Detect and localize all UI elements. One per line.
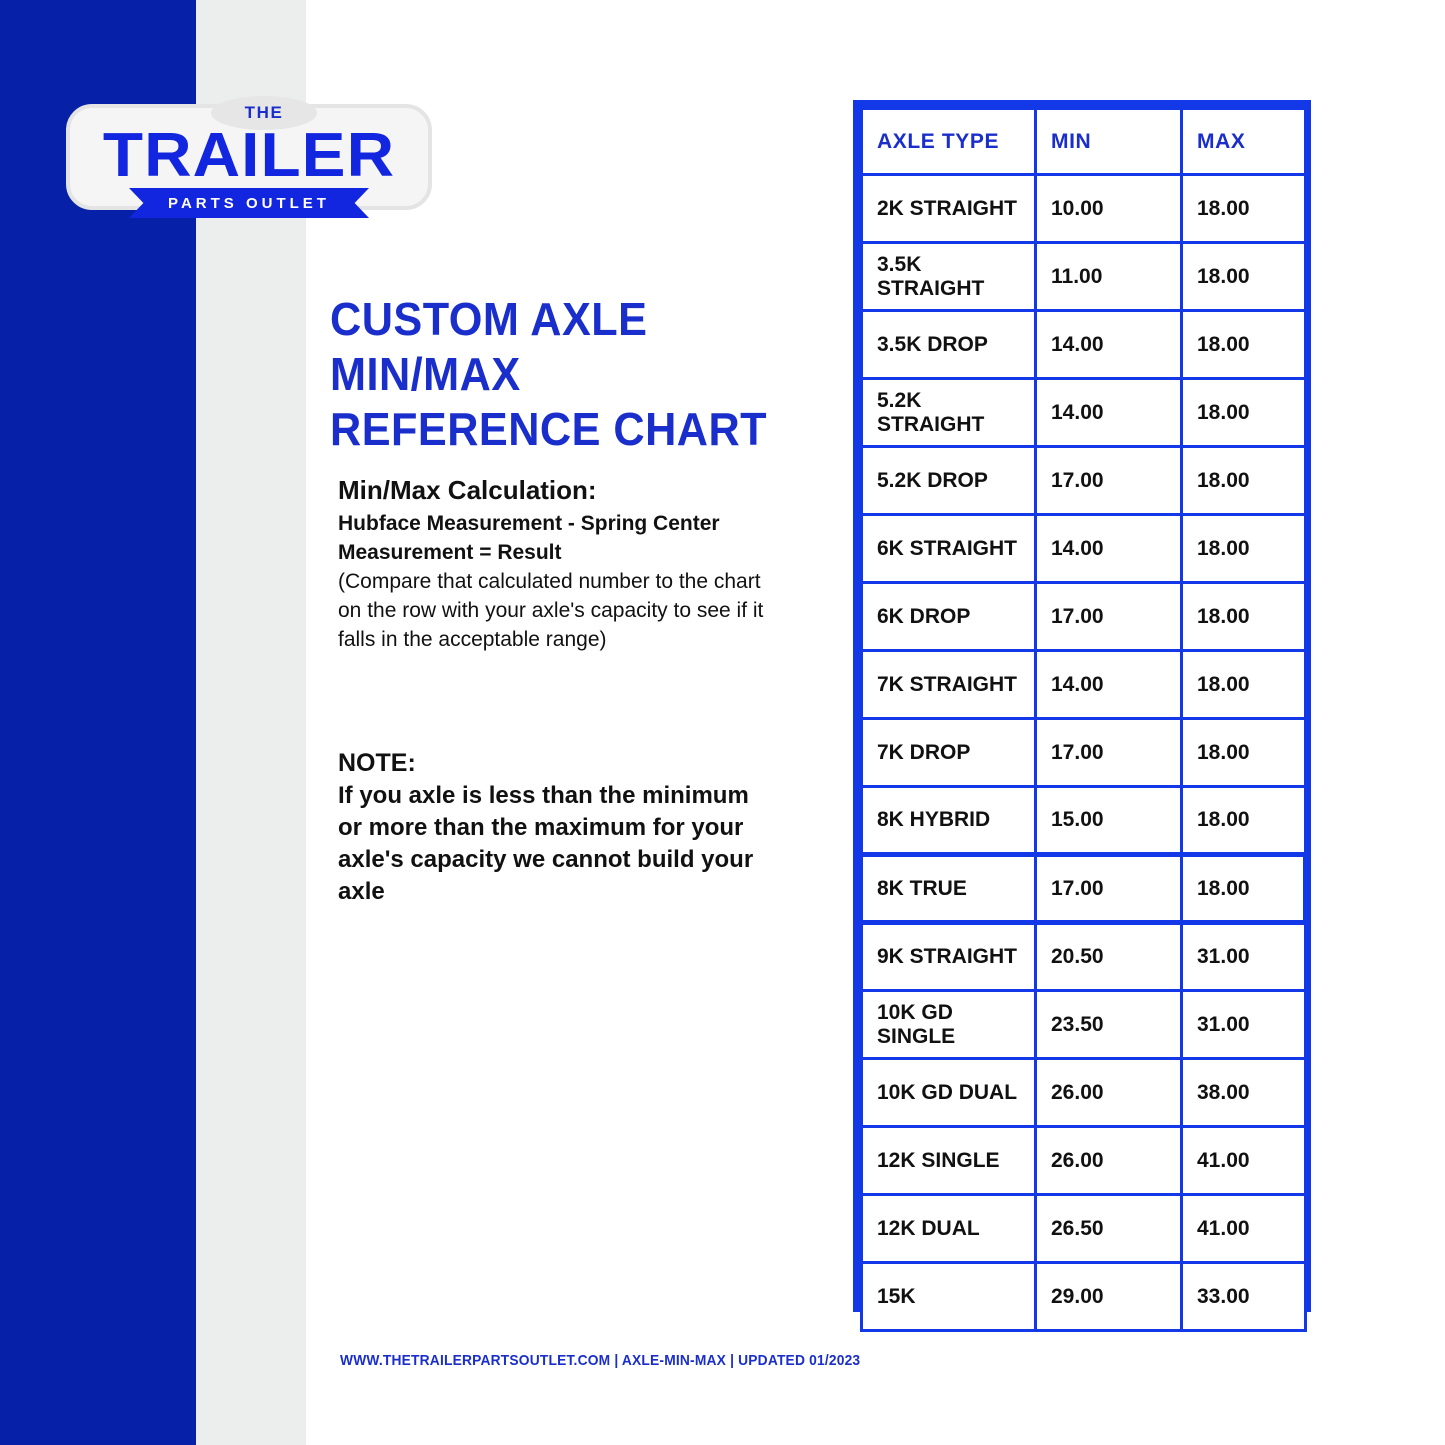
cell-axle-type: 5.2K STRAIGHT <box>860 377 1037 448</box>
cell-max: 41.00 <box>1180 1125 1307 1196</box>
cell-min: 15.00 <box>1034 785 1183 856</box>
cell-min: 17.00 <box>1034 581 1183 652</box>
cell-min: 10.00 <box>1034 173 1183 244</box>
cell-axle-type: 7K STRAIGHT <box>860 649 1037 720</box>
axle-reference-table-wrapper: AXLE TYPE MIN MAX 2K STRAIGHT 10.00 18.00 3… <box>853 100 1311 1332</box>
cell-min: 11.00 <box>1034 241 1183 312</box>
cell-min: 23.50 <box>1034 989 1183 1060</box>
cell-axle-type: 6K STRAIGHT <box>860 513 1037 584</box>
cell-min: 14.00 <box>1034 649 1183 720</box>
cell-axle-type: 8K HYBRID <box>860 785 1037 856</box>
cell-min: 17.00 <box>1034 852 1183 925</box>
footer-text: WWW.THETRAILERPARTSOUTLET.COM | AXLE-MIN… <box>340 1352 861 1369</box>
table-body: 2K STRAIGHT 10.00 18.00 3.5K STRAIGHT 11.00 1… <box>860 173 1308 1332</box>
cell-min: 26.50 <box>1034 1193 1183 1264</box>
cell-max: 18.00 <box>1180 309 1307 380</box>
table-header-row: AXLE TYPE MIN MAX <box>860 107 1307 176</box>
table-row: 8K HYBRID 15.00 18.00 <box>860 785 1307 856</box>
cell-max: 33.00 <box>1180 1261 1307 1332</box>
table-row: 5.2K STRAIGHT 14.00 18.00 <box>860 377 1307 448</box>
cell-max: 18.00 <box>1180 581 1307 652</box>
cell-axle-type: 5.2K DROP <box>860 445 1037 516</box>
table-row: 3.5K DROP 14.00 18.00 <box>860 309 1307 380</box>
logo-the-text: THE <box>244 103 284 122</box>
cell-max: 18.00 <box>1180 852 1308 925</box>
table-row: 8K TRUE 17.00 18.00 <box>860 852 1308 925</box>
cell-axle-type: 10K GD DUAL <box>860 1057 1037 1128</box>
cell-axle-type: 15K <box>860 1261 1037 1332</box>
calculation-block: Min/Max Calculation: Hubface Measurement… <box>338 474 788 654</box>
table-row: 6K DROP 17.00 18.00 <box>860 581 1307 652</box>
column-header-max: MAX <box>1180 107 1307 176</box>
axle-reference-table: AXLE TYPE MIN MAX 2K STRAIGHT 10.00 18.00 3… <box>860 107 1308 1332</box>
left-blue-band <box>0 0 196 1445</box>
cell-min: 17.00 <box>1034 717 1183 788</box>
table-row: 7K STRAIGHT 14.00 18.00 <box>860 649 1307 720</box>
cell-min: 26.00 <box>1034 1057 1183 1128</box>
cell-max: 18.00 <box>1180 717 1307 788</box>
cell-min: 14.00 <box>1034 377 1183 448</box>
column-header-min: MIN <box>1034 107 1183 176</box>
table-row: 15K 29.00 33.00 <box>860 1261 1307 1332</box>
cell-min: 17.00 <box>1034 445 1183 516</box>
cell-axle-type: 2K STRAIGHT <box>860 173 1037 244</box>
table-row: 9K STRAIGHT 20.50 31.00 <box>860 921 1307 992</box>
page-title: CUSTOM AXLE MIN/MAX REFERENCE CHART <box>330 293 768 455</box>
cell-axle-type: 9K STRAIGHT <box>860 921 1037 992</box>
table-row: 10K GD DUAL 26.00 38.00 <box>860 1057 1307 1128</box>
cell-min: 29.00 <box>1034 1261 1183 1332</box>
table-header: AXLE TYPE MIN MAX <box>860 107 1307 176</box>
calculation-note: (Compare that calculated number to the c… <box>338 570 764 651</box>
cell-max: 18.00 <box>1180 649 1307 720</box>
cell-max: 18.00 <box>1180 241 1307 312</box>
table-row: 12K DUAL 26.50 41.00 <box>860 1193 1307 1264</box>
note-heading: NOTE: <box>338 749 416 777</box>
cell-max: 18.00 <box>1180 173 1307 244</box>
table-row: 7K DROP 17.00 18.00 <box>860 717 1307 788</box>
table-row: 3.5K STRAIGHT 11.00 18.00 <box>860 241 1307 312</box>
cell-axle-type: 7K DROP <box>860 717 1037 788</box>
cell-max: 18.00 <box>1180 513 1307 584</box>
cell-max: 18.00 <box>1180 785 1307 856</box>
brand-logo: THE TRAILER PARTS OUTLET <box>66 96 432 218</box>
cell-max: 18.00 <box>1180 377 1307 448</box>
cell-axle-type: 10K GD SINGLE <box>860 989 1037 1060</box>
cell-min: 14.00 <box>1034 309 1183 380</box>
table-row: 2K STRAIGHT 10.00 18.00 <box>860 173 1307 244</box>
cell-axle-type: 3.5K DROP <box>860 309 1037 380</box>
cell-axle-type: 12K DUAL <box>860 1193 1037 1264</box>
table-row: 12K SINGLE 26.00 41.00 <box>860 1125 1307 1196</box>
cell-min: 20.50 <box>1034 921 1183 992</box>
left-gray-band <box>196 0 306 1445</box>
column-header-axle-type: AXLE TYPE <box>860 107 1037 176</box>
note-body: If you axle is less than the minimum or … <box>338 782 754 905</box>
table-row: 10K GD SINGLE 23.50 31.00 <box>860 989 1307 1060</box>
calculation-formula: Hubface Measurement - Spring Center Meas… <box>338 512 720 564</box>
cell-min: 26.00 <box>1034 1125 1183 1196</box>
logo-tagline-banner: PARTS OUTLET <box>129 188 369 218</box>
cell-axle-type: 6K DROP <box>860 581 1037 652</box>
cell-max: 31.00 <box>1180 921 1307 992</box>
cell-axle-type: 12K SINGLE <box>860 1125 1037 1196</box>
cell-max: 18.00 <box>1180 445 1307 516</box>
cell-axle-type: 3.5K STRAIGHT <box>860 241 1037 312</box>
note-block: NOTE: If you axle is less than the minim… <box>338 747 778 908</box>
logo-trailer-text: TRAILER <box>102 121 396 190</box>
cell-max: 38.00 <box>1180 1057 1307 1128</box>
cell-max: 31.00 <box>1180 989 1307 1060</box>
logo-tagline-text: PARTS OUTLET <box>168 194 330 212</box>
table-row: 6K STRAIGHT 14.00 18.00 <box>860 513 1307 584</box>
logo-the-badge: THE <box>211 96 317 130</box>
cell-max: 41.00 <box>1180 1193 1307 1264</box>
table-row: 5.2K DROP 17.00 18.00 <box>860 445 1307 516</box>
cell-min: 14.00 <box>1034 513 1183 584</box>
calculation-heading: Min/Max Calculation: <box>338 475 597 505</box>
cell-axle-type: 8K TRUE <box>860 852 1037 925</box>
